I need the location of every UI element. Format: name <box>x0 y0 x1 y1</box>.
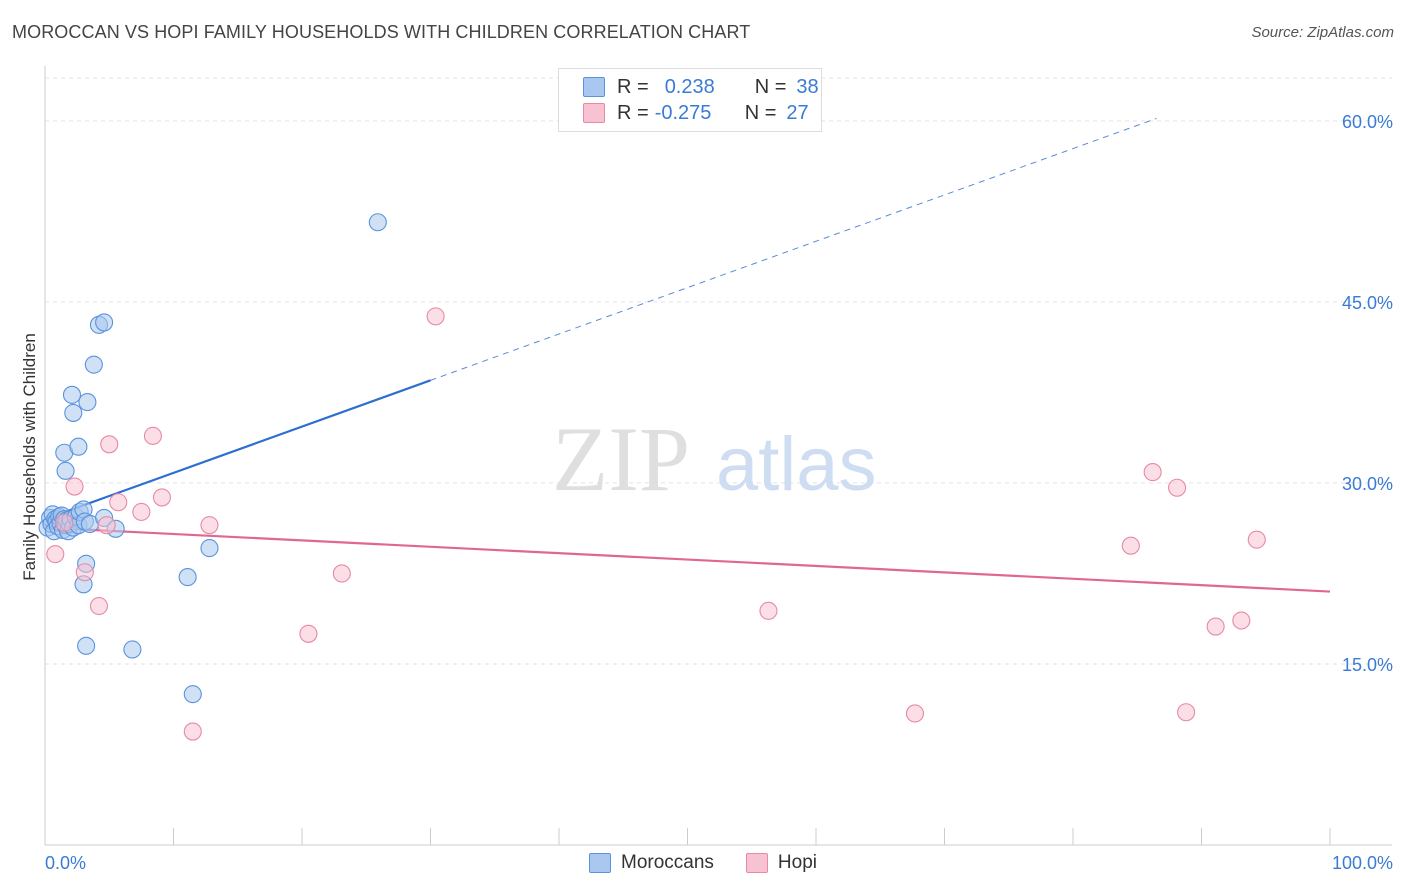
point-moroccans <box>183 685 202 704</box>
watermark: ZIP atlas <box>552 408 877 510</box>
point-hopi <box>132 502 151 521</box>
point-moroccans <box>69 437 88 456</box>
point-hopi <box>1143 463 1162 482</box>
legend-n-value: 27 <box>786 101 809 124</box>
point-hopi <box>89 596 109 616</box>
point-hopi <box>109 493 128 512</box>
point-hopi <box>143 426 162 445</box>
trend-lines <box>44 117 1331 593</box>
legend-n-label: N = <box>744 101 777 124</box>
tick-labels: 15.0% 30.0% 45.0% 60.0% 0.0% 100.0% <box>45 112 1393 873</box>
point-moroccans <box>200 539 219 558</box>
point-hopi <box>200 516 219 535</box>
point-hopi <box>426 307 445 326</box>
legend-swatch-pink <box>583 103 605 123</box>
legend-r-value: -0.275 <box>654 101 712 124</box>
source-label: Source: ZipAtlas.com <box>1251 24 1394 41</box>
legend-label-hopi: Hopi <box>777 852 817 873</box>
point-hopi <box>332 564 351 583</box>
point-hopi <box>75 563 94 582</box>
y-tick-label: 15.0% <box>1342 655 1393 675</box>
legend-swatch-blue <box>583 77 605 97</box>
point-hopi <box>299 624 318 643</box>
point-hopi <box>1232 611 1251 630</box>
grid-lines <box>45 77 1392 665</box>
point-hopi <box>1206 617 1225 636</box>
point-moroccans <box>84 355 103 374</box>
point-moroccans <box>78 393 97 412</box>
legend-r-label: R = <box>617 101 649 124</box>
series-legend: Moroccans Hopi <box>0 852 1406 874</box>
legend-r-label: R = <box>617 75 649 98</box>
legend-row-hopi: R = -0.275 N = 27 <box>583 100 809 126</box>
point-hopi <box>1121 536 1140 555</box>
legend-n-value: 38 <box>796 75 819 98</box>
y-tick-label: 30.0% <box>1342 474 1393 494</box>
legend-swatch-blue <box>589 853 611 873</box>
y-tick-label: 45.0% <box>1342 293 1393 313</box>
point-hopi <box>183 722 202 741</box>
point-hopi <box>1247 530 1266 549</box>
point-hopi <box>97 516 116 535</box>
correlation-legend: R = 0.238 N = 38 R = -0.275 N = 27 <box>558 68 822 132</box>
point-moroccans <box>62 385 82 404</box>
point-hopi <box>55 513 74 532</box>
point-moroccans <box>95 313 114 332</box>
axes <box>44 66 1392 846</box>
watermark-atlas: atlas <box>716 422 877 507</box>
trend-line-moroccans <box>44 379 431 521</box>
point-hopi <box>1177 703 1196 722</box>
point-hopi <box>1168 478 1187 497</box>
trend-line-hopi <box>44 526 1331 593</box>
legend-swatch-pink <box>745 853 768 873</box>
point-moroccans <box>56 461 75 480</box>
legend-item-hopi: Hopi <box>745 852 817 874</box>
point-moroccans <box>77 636 96 655</box>
point-hopi <box>905 704 924 723</box>
point-hopi <box>65 477 84 496</box>
x-tick-label-end: 100.0% <box>1332 853 1393 873</box>
point-moroccans <box>368 213 387 232</box>
point-moroccans <box>178 568 197 587</box>
legend-row-moroccans: R = 0.238 N = 38 <box>583 74 819 100</box>
y-axis-label: Family Households with Children <box>20 333 39 581</box>
point-hopi <box>152 488 171 507</box>
legend-item-moroccans: Moroccans <box>589 852 714 874</box>
x-tick-label-start: 0.0% <box>45 853 86 873</box>
watermark-zip: ZIP <box>552 408 690 510</box>
y-tick-label: 60.0% <box>1342 112 1393 132</box>
legend-n-label: N = <box>754 75 787 98</box>
trend-line-moroccans-projection <box>430 117 1157 381</box>
point-moroccans <box>64 403 83 422</box>
legend-label-moroccans: Moroccans <box>621 852 714 873</box>
legend-r-value: 0.238 <box>664 75 715 98</box>
point-moroccans <box>123 640 142 659</box>
data-points <box>38 213 1266 741</box>
point-hopi <box>759 601 778 620</box>
chart-title: MOROCCAN VS HOPI FAMILY HOUSEHOLDS WITH … <box>12 22 751 42</box>
point-hopi <box>46 545 65 564</box>
point-hopi <box>100 435 119 454</box>
